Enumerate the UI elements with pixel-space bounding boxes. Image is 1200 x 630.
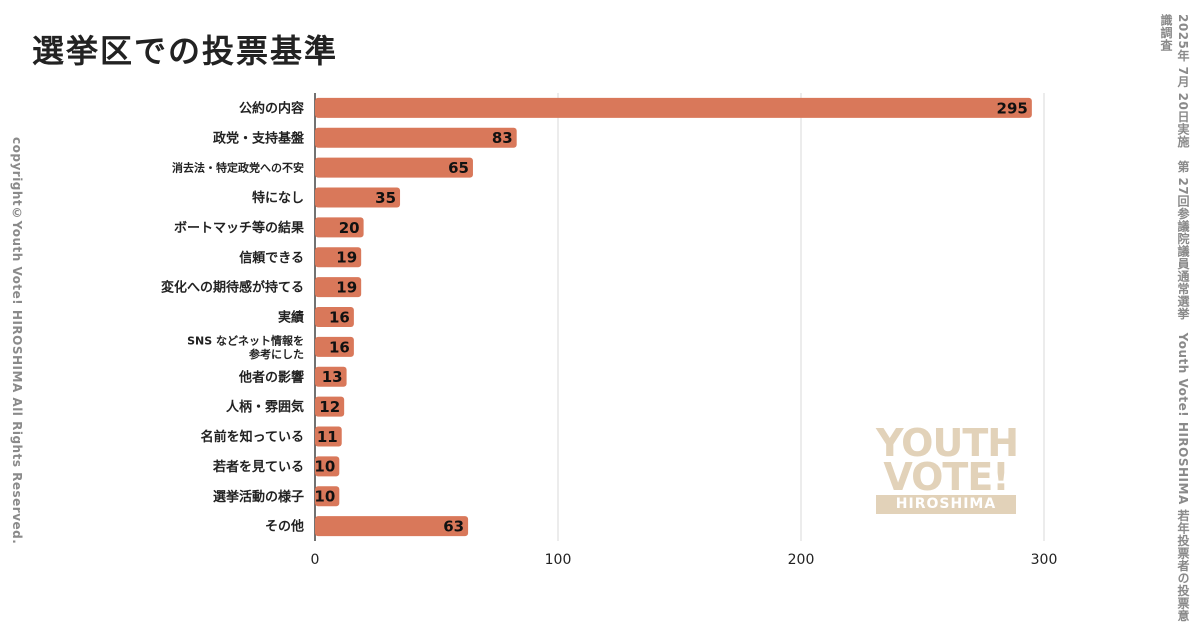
category-label: 政党・支持基盤 — [213, 130, 305, 146]
bar — [315, 366, 347, 387]
category-label: 特になし — [252, 190, 304, 206]
bar — [315, 277, 362, 298]
chart-title: 選挙区での投票基準 — [32, 32, 339, 70]
logo-line-hiroshima: HIROSHIMA — [876, 495, 1016, 514]
category-label: その他 — [265, 519, 304, 535]
category-label: 実績 — [278, 310, 304, 326]
bar — [315, 187, 401, 208]
category-label: ボートマッチ等の結果 — [174, 220, 304, 236]
data-label: 13 — [322, 368, 343, 386]
bar — [315, 307, 354, 327]
category-label: 若者を見ている — [212, 459, 304, 475]
bar — [315, 217, 364, 238]
logo-line-youth: YOUTH — [876, 421, 1019, 465]
data-label: 35 — [375, 189, 396, 207]
data-label: 19 — [336, 279, 357, 297]
copyright-text: copyright©Youth Vote! HIROSHIMA All Righ… — [10, 137, 24, 545]
category-label: SNS などネット情報を参考にした — [187, 334, 304, 361]
bar — [315, 516, 469, 537]
data-label: 10 — [314, 458, 335, 476]
category-label: 変化への期待感が持てる — [161, 280, 304, 296]
x-tick-label: 0 — [311, 552, 320, 568]
youth-vote-logo: YOUTH VOTE! HIROSHIMA — [876, 421, 1019, 514]
data-label: 16 — [329, 308, 350, 326]
category-label: 人柄・雰囲気 — [226, 399, 304, 415]
data-label: 12 — [319, 398, 340, 416]
data-label: 83 — [492, 129, 513, 147]
bar — [315, 127, 517, 148]
x-tick-label: 200 — [788, 552, 815, 568]
category-label: 消去法・特定政党への不安 — [172, 161, 304, 175]
bar — [315, 157, 473, 178]
category-label: 他者の影響 — [238, 369, 304, 385]
data-label: 19 — [336, 249, 357, 267]
bar — [315, 426, 342, 447]
bar — [315, 396, 345, 417]
data-label: 295 — [997, 99, 1028, 117]
category-label: 選挙活動の様子 — [213, 489, 304, 505]
bar — [315, 247, 362, 268]
data-label: 11 — [317, 428, 338, 446]
bar — [315, 336, 354, 357]
data-label: 16 — [329, 338, 350, 356]
x-tick-label: 300 — [1031, 552, 1058, 568]
logo-line-vote: VOTE! — [883, 455, 1009, 499]
data-label: 63 — [443, 517, 464, 535]
data-label: 65 — [448, 159, 469, 177]
bar — [315, 456, 340, 477]
category-label: 公約の内容 — [239, 100, 304, 116]
x-tick-label: 100 — [545, 552, 572, 568]
data-label: 20 — [339, 219, 360, 237]
bar — [315, 486, 340, 507]
category-label: 信頼できる — [239, 250, 304, 266]
survey-caption: 2025年 7月 20日実施 第 27回参議院議員通常選挙 Youth Vote… — [1159, 14, 1190, 622]
data-label: 10 — [314, 488, 335, 506]
bar — [315, 97, 1032, 118]
category-label: 名前を知っている — [201, 429, 304, 445]
